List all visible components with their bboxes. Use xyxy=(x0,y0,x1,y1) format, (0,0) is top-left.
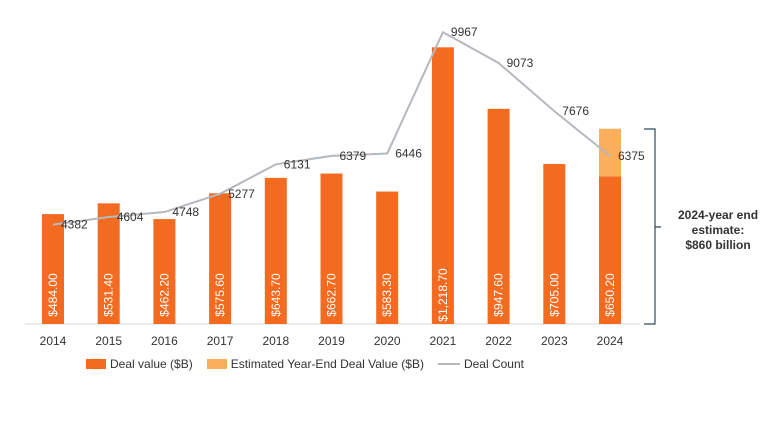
bar-deal-value-2018 xyxy=(264,177,287,324)
x-tick-label-2022: 2022 xyxy=(485,334,512,348)
x-tick-label-2019: 2019 xyxy=(318,334,345,348)
x-tick-label-2021: 2021 xyxy=(430,334,457,348)
legend-label-deal-value: Deal value ($B) xyxy=(110,357,193,371)
bar-deal-value-2019 xyxy=(320,173,343,324)
legend-swatch-deal-count xyxy=(437,363,460,365)
deal-count-label-2020: 6446 xyxy=(395,147,422,161)
x-tick-label-2015: 2015 xyxy=(95,334,122,348)
legend-swatch-estimated-value xyxy=(206,359,227,369)
deal-count-label-2019: 6379 xyxy=(340,149,367,163)
x-tick-label-2020: 2020 xyxy=(374,334,401,348)
bar-deal-value-2023 xyxy=(543,163,566,324)
bar-deal-value-2022 xyxy=(487,108,510,324)
bar-value-label-2017: $575.60 xyxy=(213,273,227,317)
deal-count-label-2015: 4604 xyxy=(117,210,144,224)
x-tick-label-2024: 2024 xyxy=(597,334,624,348)
bar-value-label-2015: $531.40 xyxy=(102,273,116,317)
bar-deal-value-2017 xyxy=(209,193,232,324)
deal-count-label-2022: 9073 xyxy=(507,56,534,70)
deal-count-label-2023: 7676 xyxy=(562,104,589,118)
bar-value-label-2018: $643.70 xyxy=(269,273,283,317)
legend-item-deal-value: Deal value ($B) xyxy=(86,357,193,371)
label-group: $484.00 2014 $531.40 2015 $462.20 2016 $575.60… xyxy=(40,25,645,348)
bar-value-label-2022: $947.60 xyxy=(492,273,506,317)
estimate-bracket xyxy=(644,128,661,325)
estimate-annotation: 2024-year end estimate: $860 billion xyxy=(664,208,772,253)
bar-value-label-2016: $462.20 xyxy=(157,273,171,317)
deal-count-label-2024: 6375 xyxy=(618,149,645,163)
bar-value-label-2019: $662.70 xyxy=(325,273,339,317)
deal-count-label-2021: 9967 xyxy=(451,25,478,39)
bar-deal-value-2015 xyxy=(97,203,120,324)
bar-value-label-2020: $583.30 xyxy=(380,273,394,317)
x-tick-label-2016: 2016 xyxy=(151,334,178,348)
bar-deal-value-2021 xyxy=(431,47,454,324)
bar-deal-value-2024 xyxy=(599,176,621,324)
bar-deal-value-2020 xyxy=(376,191,399,324)
bar-value-label-2023: $705.00 xyxy=(547,273,561,317)
bar-deal-value-2014 xyxy=(42,214,64,324)
bar-value-label-2021: $1,218.70 xyxy=(436,268,450,322)
legend-label-deal-count: Deal Count xyxy=(463,357,524,371)
deal-count-label-2018: 6131 xyxy=(284,157,311,171)
annotation-line-1: 2024-year end xyxy=(677,208,759,222)
x-tick-label-2014: 2014 xyxy=(40,334,67,348)
deal-count-line-group xyxy=(52,31,611,226)
legend-label-estimated-value: Estimated Year-End Deal Value ($B) xyxy=(230,357,424,371)
x-tick-label-2023: 2023 xyxy=(541,334,568,348)
deal-count-line xyxy=(52,31,611,226)
annotation-line-3: $860 billion xyxy=(685,238,751,252)
legend-swatch-deal-value xyxy=(86,359,106,369)
bar-estimated-value-2024 xyxy=(599,128,621,177)
deal-count-label-2016: 4748 xyxy=(172,205,199,219)
x-tick-label-2017: 2017 xyxy=(207,334,234,348)
bar-deal-value-2016 xyxy=(153,219,176,324)
bar-value-label-2024: $650.20 xyxy=(603,273,617,317)
x-tick-label-2018: 2018 xyxy=(262,334,289,348)
legend: Deal value ($B) Estimated Year-End Deal … xyxy=(86,357,538,371)
deal-count-label-2014: 4382 xyxy=(61,218,88,232)
bar-value-label-2014: $484.00 xyxy=(46,273,60,317)
legend-item-estimated-value: Estimated Year-End Deal Value ($B) xyxy=(206,357,424,371)
legend-item-deal-count: Deal Count xyxy=(437,357,524,371)
annotation-line-2: estimate: xyxy=(691,223,745,237)
bar-group xyxy=(42,47,621,324)
deal-count-label-2017: 5277 xyxy=(228,187,255,201)
